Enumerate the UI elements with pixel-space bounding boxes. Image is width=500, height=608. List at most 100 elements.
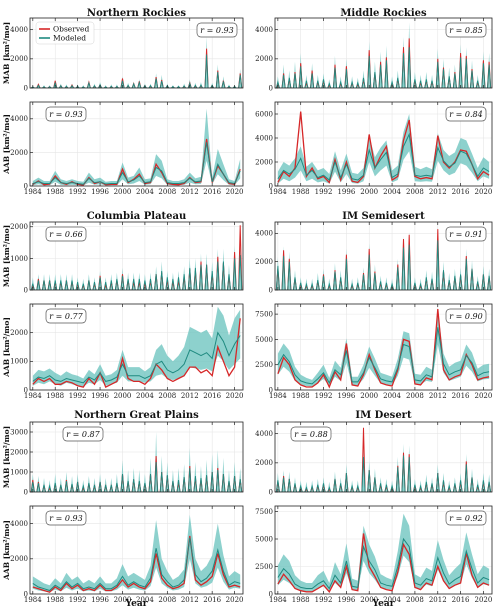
x-tick-label: 1988 xyxy=(46,392,64,400)
y-tick-label: 0 xyxy=(24,386,28,394)
aab-axis-label: AAB [km²/mo] xyxy=(2,317,11,378)
x-tick-label: 2008 xyxy=(406,596,424,604)
x-tick-label: 2004 xyxy=(136,392,154,400)
data-layer xyxy=(277,111,490,184)
x-tick-label: 2020 xyxy=(226,188,244,196)
x-tick-label: 1988 xyxy=(292,596,310,604)
r-value-box xyxy=(45,510,87,526)
observed-series-line xyxy=(277,111,490,184)
data-layer xyxy=(32,514,241,593)
y-tick-label: 4000 xyxy=(255,26,273,34)
im-semidesert-monthly-panel: 0 2000 4000 r = 0.91 xyxy=(255,221,493,294)
x-tick-label: 2016 xyxy=(203,392,221,400)
aab-axis-label: AAB [km²/mo] xyxy=(2,114,11,175)
panel-frame xyxy=(29,17,244,89)
y-tick-label: 0 xyxy=(269,590,273,598)
mab-axis-label: MAB [km²/mo] xyxy=(2,22,11,84)
r-value-label: r = 0.93 xyxy=(200,26,233,35)
panel-frame xyxy=(274,101,493,187)
x-tick-label: 2008 xyxy=(406,188,424,196)
northern-rockies-annual-panel: 0 2000 4000 1984 1988 1992 1996 2000 2004 2008 201… xyxy=(2,101,244,196)
x-tick-label: 1988 xyxy=(46,596,64,604)
x-tick-label: 2004 xyxy=(383,596,401,604)
x-tick-label: 1992 xyxy=(315,392,333,400)
x-tick-label: 2008 xyxy=(158,188,176,196)
x-tick-label: 2012 xyxy=(429,188,447,196)
modeled-series-line xyxy=(275,455,492,492)
r-value-label: r = 0.88 xyxy=(294,430,327,439)
im-semidesert-annual-panel: 0 2500 5000 7500 1984 1988 1992 1996 2000 2004 200… xyxy=(255,303,493,400)
data-layer xyxy=(275,227,492,290)
x-tick-label: 1992 xyxy=(69,596,87,604)
observed-series-line xyxy=(32,535,241,593)
im-desert-annual-panel: 0 2500 5000 7500 1984 1988 1992 1996 2000 2004 200… xyxy=(255,505,493,604)
aab-axis-label: AAB [km²/mo] xyxy=(2,520,11,581)
x-tick-label: 1996 xyxy=(337,188,355,196)
y-tick-label: 2000 xyxy=(10,555,28,563)
y-tick-label: 4000 xyxy=(255,430,273,438)
y-tick-label: 4000 xyxy=(255,134,273,142)
x-tick-label: 1988 xyxy=(292,188,310,196)
x-tick-label: 2000 xyxy=(114,392,132,400)
y-tick-label: 1000 xyxy=(10,468,28,476)
x-tick-label: 2008 xyxy=(158,596,176,604)
panel-frame xyxy=(29,505,244,595)
y-tick-label: 0 xyxy=(269,286,273,294)
x-tick-label: 1984 xyxy=(24,596,42,604)
x-tick-label: 2000 xyxy=(360,596,378,604)
x-tick-label: 1992 xyxy=(315,596,333,604)
r-value-box xyxy=(62,426,104,442)
y-tick-label: 0 xyxy=(269,84,273,92)
panel-frame xyxy=(274,17,493,89)
x-tick-label: 1996 xyxy=(337,392,355,400)
data-layer xyxy=(275,427,492,492)
y-tick-label: 7500 xyxy=(255,508,273,516)
x-tick-label: 1992 xyxy=(69,392,87,400)
x-tick-label: 2004 xyxy=(383,188,401,196)
y-tick-label: 2000 xyxy=(10,448,28,456)
y-tick-label: 0 xyxy=(24,488,28,496)
r-value-label: r = 0.77 xyxy=(49,312,83,321)
r-value-box xyxy=(45,226,87,242)
r-value-label: r = 0.85 xyxy=(449,26,482,35)
r-value-label: r = 0.92 xyxy=(449,514,482,523)
mab-axis-label: MAB [km²/mo] xyxy=(2,426,11,488)
modeled-series-line xyxy=(32,331,241,384)
x-tick-label: 1996 xyxy=(91,392,109,400)
r-value-box xyxy=(196,22,238,38)
y-tick-label: 2000 xyxy=(255,158,273,166)
modeled-series-line xyxy=(277,327,490,385)
x-tick-label: 1992 xyxy=(69,188,87,196)
x-axis-label: Year xyxy=(372,599,395,608)
legend-label-observed: Observed xyxy=(53,25,89,34)
y-tick-label: 4000 xyxy=(10,26,28,34)
panel-frame xyxy=(29,421,244,493)
y-tick-label: 2000 xyxy=(255,258,273,266)
y-tick-label: 2000 xyxy=(10,55,28,63)
x-tick-label: 1996 xyxy=(91,596,109,604)
mab-axis-label: MAB [km²/mo] xyxy=(2,225,11,287)
data-layer xyxy=(275,22,492,88)
x-tick-label: 1996 xyxy=(91,188,109,196)
x-tick-label: 2000 xyxy=(360,392,378,400)
y-tick-label: 2000 xyxy=(10,149,28,157)
panel-frame xyxy=(274,505,493,595)
legend-box xyxy=(35,21,95,45)
modeled-series-line xyxy=(277,537,490,590)
y-tick-label: 2000 xyxy=(10,223,28,231)
x-tick-label: 2012 xyxy=(181,188,199,196)
r-value-box xyxy=(445,510,487,526)
x-tick-label: 1992 xyxy=(315,188,333,196)
r-value-box xyxy=(445,106,487,122)
r-value-box xyxy=(445,22,487,38)
r-value-box xyxy=(445,308,487,324)
y-tick-label: 0 xyxy=(24,590,28,598)
x-tick-label: 2016 xyxy=(203,188,221,196)
panel-frame xyxy=(274,421,493,493)
uncertainty-band xyxy=(277,114,490,184)
y-tick-label: 0 xyxy=(24,84,28,92)
x-tick-label: 2020 xyxy=(475,596,493,604)
